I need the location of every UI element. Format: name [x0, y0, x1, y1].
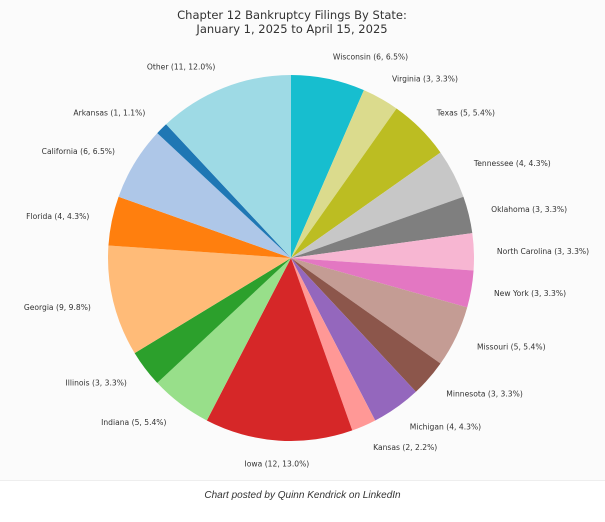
pie-slice — [291, 258, 468, 364]
pie-slice — [134, 258, 291, 383]
pie-slice — [108, 196, 292, 258]
pie-slice-label: Indiana (5, 5.4%) — [101, 418, 166, 427]
pie-slice-label: Florida (4, 4.3%) — [26, 212, 89, 221]
pie-slice — [291, 152, 464, 258]
pie-slice-label: Texas (5, 5.4%) — [436, 108, 495, 117]
chart-frame: Chapter 12 Bankruptcy Filings By State: … — [0, 8, 605, 481]
pie-slice — [157, 124, 291, 258]
pie-slice-label: Michigan (4, 4.3%) — [410, 422, 481, 431]
pie-slices — [108, 75, 474, 441]
pie-slice — [108, 245, 292, 354]
pie-slice — [118, 133, 291, 258]
pie-slice-label: Other (11, 12.0%) — [147, 62, 216, 71]
pie-slice — [291, 233, 474, 271]
pie-slice-label: Virginia (3, 3.3%) — [392, 74, 458, 83]
pie-slice-label: Iowa (12, 13.0%) — [245, 460, 310, 469]
chart-title: Chapter 12 Bankruptcy Filings By State: … — [177, 8, 407, 36]
pie-slice-label: Wisconsin (6, 6.5%) — [333, 52, 408, 61]
pie-slice-label: North Carolina (3, 3.3%) — [497, 247, 589, 256]
pie-slice — [291, 258, 416, 421]
pie-slice — [291, 258, 376, 431]
pie-slice — [291, 75, 364, 258]
pie-slice — [166, 75, 291, 258]
pie-slice-label: Arkansas (1, 1.1%) — [73, 108, 145, 117]
chart-caption: Chart posted by Quinn Kendrick on Linked… — [204, 490, 401, 501]
pie-slice-label: Oklahoma (3, 3.3%) — [491, 205, 567, 214]
pie-slice — [291, 196, 473, 258]
pie-slice-label: Georgia (9, 9.8%) — [24, 303, 91, 312]
pie-slice — [291, 258, 441, 392]
pie-slice — [291, 258, 474, 308]
pie-slice-label: New York (3, 3.3%) — [494, 289, 566, 298]
pie-slice — [206, 258, 353, 441]
chart-title-line-2: January 1, 2025 to April 15, 2025 — [195, 22, 387, 36]
chart-title-line-1: Chapter 12 Bankruptcy Filings By State: — [177, 8, 407, 22]
pie-slice-label: Minnesota (3, 3.3%) — [446, 389, 523, 398]
pie-slice-label: Tennessee (4, 4.3%) — [473, 159, 551, 168]
pie-slice — [291, 108, 441, 259]
pie-slice — [291, 90, 397, 259]
pie-slice — [157, 258, 291, 421]
pie-slice-label: California (6, 6.5%) — [42, 147, 115, 156]
pie-slice-label: Illinois (3, 3.3%) — [66, 379, 127, 388]
pie-slice-label: Missouri (5, 5.4%) — [477, 343, 546, 352]
pie-labels: Wisconsin (6, 6.5%) Virginia (3, 3.3%) Tex… — [24, 52, 589, 468]
pie-slice-label: Kansas (2, 2.2%) — [373, 443, 437, 452]
pie-chart: Chapter 12 Bankruptcy Filings By State: … — [24, 8, 589, 469]
